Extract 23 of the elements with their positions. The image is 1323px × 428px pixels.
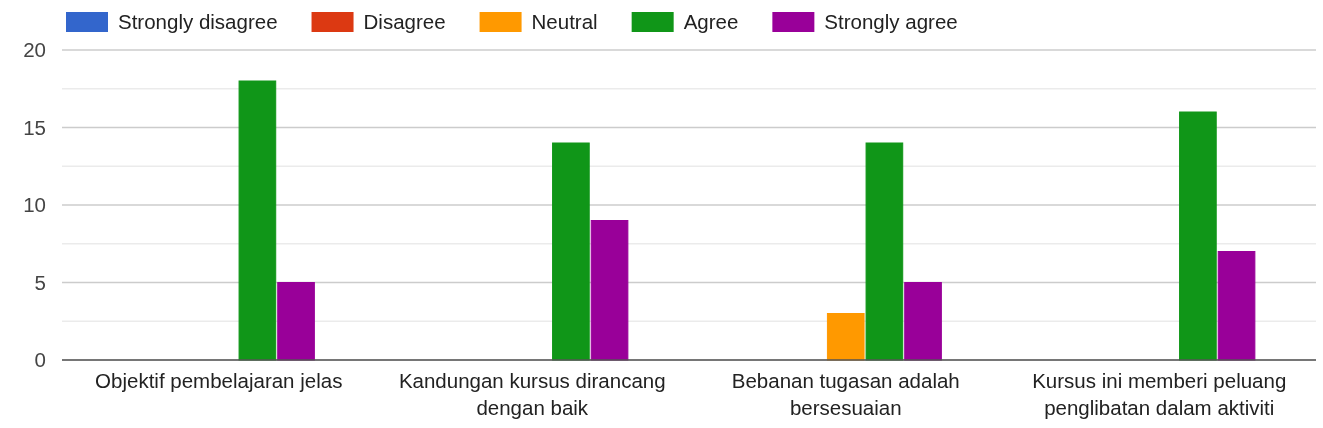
y-tick-label: 5 xyxy=(34,270,46,294)
x-tick-label: Objektif pembelajaran jelas xyxy=(95,369,343,392)
legend-label: Disagree xyxy=(363,10,446,34)
bar xyxy=(552,142,590,361)
bar xyxy=(277,282,315,361)
x-tick-label: Bebanan tugasan adalah bersesuaian xyxy=(731,369,960,419)
y-tick-label: 15 xyxy=(23,115,46,139)
bar xyxy=(590,220,629,361)
bar xyxy=(904,282,942,361)
legend-label: Neutral xyxy=(531,10,598,34)
bar xyxy=(1179,111,1217,361)
bar xyxy=(826,313,865,361)
legend-label: Strongly disagree xyxy=(118,10,278,34)
y-tick-label: 10 xyxy=(23,193,46,217)
y-tick-label: 20 xyxy=(23,38,46,62)
y-tick-label: 0 xyxy=(34,348,46,372)
bar xyxy=(865,142,904,361)
bar xyxy=(238,80,277,361)
legend-label: Agree xyxy=(683,10,739,34)
x-tick-label: Kandungan kursus dirancang dengan baik xyxy=(398,369,666,419)
bar xyxy=(1217,251,1256,361)
x-tick-label: Kursus ini memberi peluang penglibatan dalam aktiviti xyxy=(1032,369,1287,419)
legend-label: Strongly agree xyxy=(824,10,958,34)
